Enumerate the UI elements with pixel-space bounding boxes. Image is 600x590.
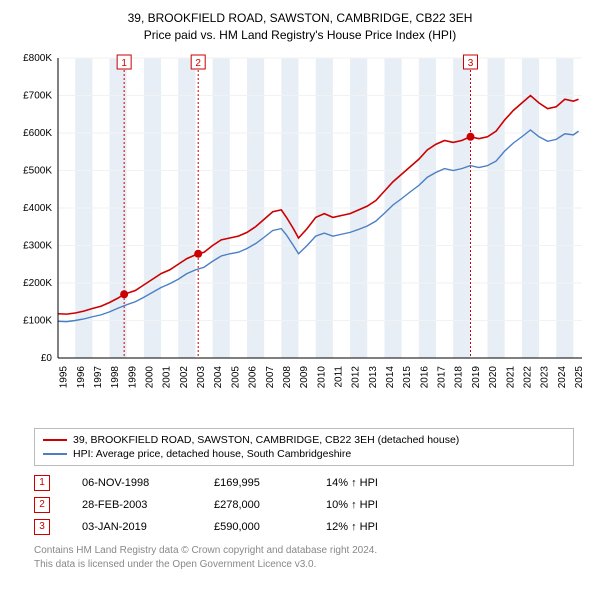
svg-text:2013: 2013 bbox=[368, 365, 379, 388]
transactions-table: 1 06-NOV-1998 £169,995 14% ↑ HPI 2 28-FEB-200… bbox=[34, 472, 590, 538]
svg-text:£700K: £700K bbox=[23, 90, 52, 101]
svg-text:2022: 2022 bbox=[522, 365, 533, 388]
svg-text:2004: 2004 bbox=[213, 365, 224, 388]
svg-text:2024: 2024 bbox=[557, 365, 568, 388]
attribution-line1: Contains HM Land Registry data © Crown c… bbox=[34, 544, 590, 558]
legend-label: 39, BROOKFIELD ROAD, SAWSTON, CAMBRIDGE,… bbox=[73, 434, 459, 446]
svg-text:£800K: £800K bbox=[23, 53, 52, 64]
svg-text:1999: 1999 bbox=[127, 365, 138, 388]
title-line2: Price paid vs. HM Land Registry's House … bbox=[10, 27, 590, 44]
transaction-price: £590,000 bbox=[214, 521, 294, 533]
svg-text:3: 3 bbox=[468, 58, 474, 69]
chart-legend: 39, BROOKFIELD ROAD, SAWSTON, CAMBRIDGE,… bbox=[34, 428, 574, 466]
svg-text:2003: 2003 bbox=[196, 365, 207, 388]
legend-item: 39, BROOKFIELD ROAD, SAWSTON, CAMBRIDGE,… bbox=[43, 433, 565, 447]
svg-text:£100K: £100K bbox=[23, 315, 52, 326]
svg-text:£200K: £200K bbox=[23, 278, 52, 289]
transaction-price: £278,000 bbox=[214, 499, 294, 511]
svg-text:2023: 2023 bbox=[540, 365, 551, 388]
transaction-row: 2 28-FEB-2003 £278,000 10% ↑ HPI bbox=[34, 494, 590, 516]
svg-text:2025: 2025 bbox=[574, 365, 585, 388]
transaction-diff: 12% ↑ HPI bbox=[326, 521, 426, 533]
svg-text:£600K: £600K bbox=[23, 128, 52, 139]
svg-text:2010: 2010 bbox=[316, 365, 327, 388]
svg-text:1998: 1998 bbox=[110, 365, 121, 388]
svg-text:£400K: £400K bbox=[23, 203, 52, 214]
transaction-badge: 1 bbox=[34, 475, 50, 491]
transaction-date: 06-NOV-1998 bbox=[82, 477, 182, 489]
transaction-badge: 2 bbox=[34, 497, 50, 513]
svg-text:1: 1 bbox=[121, 58, 127, 69]
svg-text:1996: 1996 bbox=[76, 365, 87, 388]
legend-swatch bbox=[43, 439, 67, 441]
transaction-row: 3 03-JAN-2019 £590,000 12% ↑ HPI bbox=[34, 516, 590, 538]
legend-item: HPI: Average price, detached house, Sout… bbox=[43, 447, 565, 461]
transaction-row: 1 06-NOV-1998 £169,995 14% ↑ HPI bbox=[34, 472, 590, 494]
svg-text:2015: 2015 bbox=[402, 365, 413, 388]
svg-text:1997: 1997 bbox=[93, 365, 104, 388]
svg-text:£0: £0 bbox=[41, 353, 53, 364]
svg-text:2005: 2005 bbox=[230, 365, 241, 388]
svg-text:£500K: £500K bbox=[23, 165, 52, 176]
svg-text:2021: 2021 bbox=[505, 365, 516, 388]
transaction-price: £169,995 bbox=[214, 477, 294, 489]
transaction-badge: 3 bbox=[34, 519, 50, 535]
transaction-date: 28-FEB-2003 bbox=[82, 499, 182, 511]
transaction-date: 03-JAN-2019 bbox=[82, 521, 182, 533]
legend-label: HPI: Average price, detached house, Sout… bbox=[73, 448, 351, 460]
svg-text:1995: 1995 bbox=[59, 365, 70, 388]
transaction-diff: 14% ↑ HPI bbox=[326, 477, 426, 489]
svg-text:2011: 2011 bbox=[333, 365, 344, 387]
attribution-text: Contains HM Land Registry data © Crown c… bbox=[34, 544, 590, 572]
svg-text:2020: 2020 bbox=[488, 365, 499, 388]
svg-text:2000: 2000 bbox=[144, 365, 155, 388]
svg-text:2019: 2019 bbox=[471, 365, 482, 388]
svg-text:2012: 2012 bbox=[351, 365, 362, 388]
svg-text:2009: 2009 bbox=[299, 365, 310, 388]
svg-text:2001: 2001 bbox=[162, 365, 173, 388]
svg-text:2006: 2006 bbox=[248, 365, 259, 388]
title-line1: 39, BROOKFIELD ROAD, SAWSTON, CAMBRIDGE,… bbox=[10, 10, 590, 27]
svg-text:2007: 2007 bbox=[265, 365, 276, 388]
chart-area: 1 2 3 £0 £100K £200K £300K £400K £500K £600K £700K… bbox=[10, 50, 590, 420]
svg-text:2: 2 bbox=[195, 58, 201, 69]
svg-text:2018: 2018 bbox=[454, 365, 465, 388]
price-chart: 1 2 3 £0 £100K £200K £300K £400K £500K £600K £700K… bbox=[10, 50, 590, 420]
svg-text:2014: 2014 bbox=[385, 365, 396, 388]
legend-swatch bbox=[43, 453, 67, 455]
transaction-diff: 10% ↑ HPI bbox=[326, 499, 426, 511]
svg-text:£300K: £300K bbox=[23, 240, 52, 251]
chart-title: 39, BROOKFIELD ROAD, SAWSTON, CAMBRIDGE,… bbox=[10, 10, 590, 44]
svg-text:2016: 2016 bbox=[419, 365, 430, 388]
attribution-line2: This data is licensed under the Open Gov… bbox=[34, 558, 590, 572]
svg-text:2017: 2017 bbox=[437, 365, 448, 388]
svg-text:2008: 2008 bbox=[282, 365, 293, 388]
svg-text:2002: 2002 bbox=[179, 365, 190, 388]
